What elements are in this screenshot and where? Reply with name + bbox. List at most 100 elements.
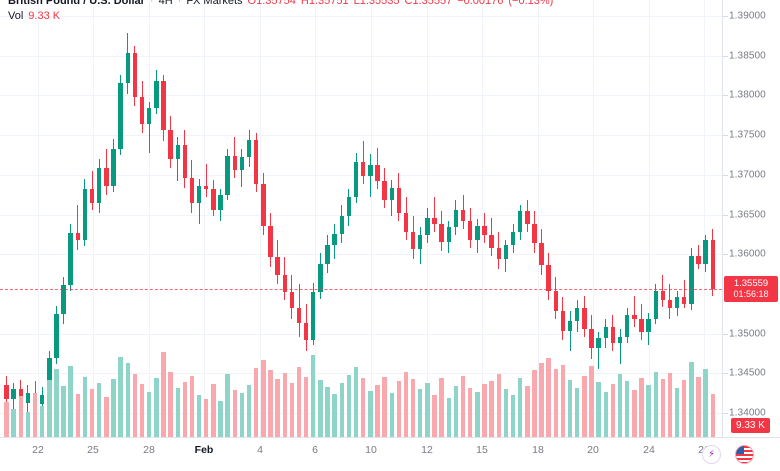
volume-bar bbox=[139, 384, 145, 437]
candle-body bbox=[361, 162, 366, 177]
volume-bar bbox=[589, 365, 594, 437]
volume-bar bbox=[689, 361, 694, 437]
price-axis[interactable]: 1.39000 1.38500 1.38000 1.37500 1.37000 1.365… bbox=[722, 0, 780, 437]
candle-body bbox=[532, 224, 537, 244]
candle-wick bbox=[683, 279, 685, 309]
current-price-value: 1.35559 bbox=[733, 278, 769, 290]
candle-body bbox=[503, 244, 509, 260]
candle-body bbox=[61, 285, 66, 314]
volume-bar bbox=[453, 386, 459, 437]
candle-body bbox=[375, 165, 380, 182]
legend-volume-row: Vol 9.33 K bbox=[8, 10, 553, 23]
time-gridline bbox=[538, 0, 539, 437]
candle-body bbox=[660, 290, 666, 301]
candle-body bbox=[11, 389, 16, 399]
candle-body bbox=[453, 209, 459, 228]
volume-bar bbox=[525, 385, 530, 437]
volume-bar bbox=[111, 379, 116, 437]
ohlc-high: H1.35751 bbox=[300, 0, 349, 7]
price-gridline bbox=[0, 214, 722, 216]
candle-body bbox=[432, 217, 437, 225]
volume-bar bbox=[32, 392, 38, 437]
candle-body bbox=[82, 189, 88, 240]
time-tick-label: 22 bbox=[32, 444, 44, 456]
volume-bar bbox=[296, 366, 302, 437]
volume-bar bbox=[517, 377, 523, 437]
volume-bar bbox=[546, 358, 551, 437]
legend-separator-2: · bbox=[177, 0, 182, 7]
candle-body bbox=[239, 157, 245, 171]
volume-bar bbox=[332, 393, 337, 437]
volume-bar bbox=[553, 368, 559, 437]
volume-bar bbox=[710, 394, 715, 437]
volume-bar bbox=[282, 373, 287, 437]
volume-bar bbox=[11, 409, 16, 437]
volume-bar bbox=[439, 378, 444, 437]
candle-body bbox=[382, 181, 387, 201]
volume-bar bbox=[225, 373, 230, 437]
volume-bar bbox=[154, 377, 159, 437]
candle-body bbox=[175, 144, 180, 159]
volume-bar bbox=[375, 384, 380, 437]
volume-bar bbox=[168, 371, 173, 437]
volume-bar bbox=[496, 373, 501, 437]
candle-body bbox=[47, 357, 52, 395]
candle-body bbox=[425, 217, 430, 236]
interval-label[interactable]: 4H bbox=[158, 0, 173, 7]
lightning-bolt-icon[interactable]: ⚡ bbox=[702, 445, 721, 464]
candle-wick bbox=[77, 204, 79, 251]
volume-bar bbox=[682, 380, 687, 437]
candle-body bbox=[389, 187, 394, 201]
candle-body bbox=[97, 168, 102, 203]
candle-body bbox=[567, 320, 573, 331]
volume-bar bbox=[25, 412, 31, 437]
time-tick-label: 20 bbox=[587, 444, 599, 456]
candle-body bbox=[54, 313, 59, 358]
us-flag-icon[interactable] bbox=[735, 445, 754, 464]
volume-bar bbox=[253, 367, 259, 437]
volume-bar bbox=[468, 387, 473, 437]
volume-bar bbox=[646, 384, 651, 437]
candle-body bbox=[311, 292, 316, 341]
volume-badge: 9.33 K bbox=[731, 418, 770, 433]
candle-body bbox=[89, 189, 95, 203]
candle-body bbox=[489, 235, 494, 248]
time-tick-label: 12 bbox=[421, 444, 433, 456]
candle-wick bbox=[619, 328, 621, 364]
price-tick-dash bbox=[723, 95, 728, 97]
candle-body bbox=[253, 139, 259, 185]
time-gridline bbox=[482, 0, 483, 437]
candle-body bbox=[446, 227, 452, 242]
candle-body bbox=[710, 239, 715, 290]
legend-separator-1: · bbox=[149, 0, 154, 7]
flag-glyph bbox=[736, 446, 753, 463]
chart-plot-area[interactable] bbox=[0, 0, 722, 437]
volume-bar bbox=[639, 377, 644, 437]
volume-bar bbox=[596, 381, 601, 437]
time-tick-label: Feb bbox=[194, 444, 214, 456]
candle-body bbox=[617, 336, 623, 344]
time-gridline bbox=[593, 0, 594, 437]
volume-bar bbox=[204, 398, 209, 437]
ohlc-low: L1.35535 bbox=[353, 0, 400, 7]
volume-label[interactable]: Vol bbox=[8, 10, 24, 22]
price-tick-label: 1.39000 bbox=[729, 10, 766, 22]
price-gridline bbox=[0, 95, 722, 97]
candle-body bbox=[410, 232, 416, 250]
candle-body bbox=[418, 235, 423, 250]
volume-bar bbox=[560, 364, 566, 437]
price-tick-dash bbox=[723, 15, 728, 17]
candle-body bbox=[624, 314, 630, 337]
time-gridline bbox=[649, 0, 650, 437]
time-axis[interactable]: 222528Feb4610121518202426 bbox=[0, 437, 780, 471]
volume-bar bbox=[325, 387, 330, 437]
candle-body bbox=[603, 327, 608, 339]
price-tick-label: 1.38500 bbox=[729, 50, 766, 62]
candle-body bbox=[75, 232, 81, 240]
candle-body bbox=[396, 187, 402, 213]
symbol-title[interactable]: British Pound / U.S. Dollar bbox=[8, 0, 145, 7]
legend-main-row: British Pound / U.S. Dollar · 4H · FX Ma… bbox=[8, 0, 553, 8]
candle-body bbox=[610, 327, 616, 344]
candle-body bbox=[318, 263, 323, 293]
volume-bar bbox=[703, 369, 708, 437]
